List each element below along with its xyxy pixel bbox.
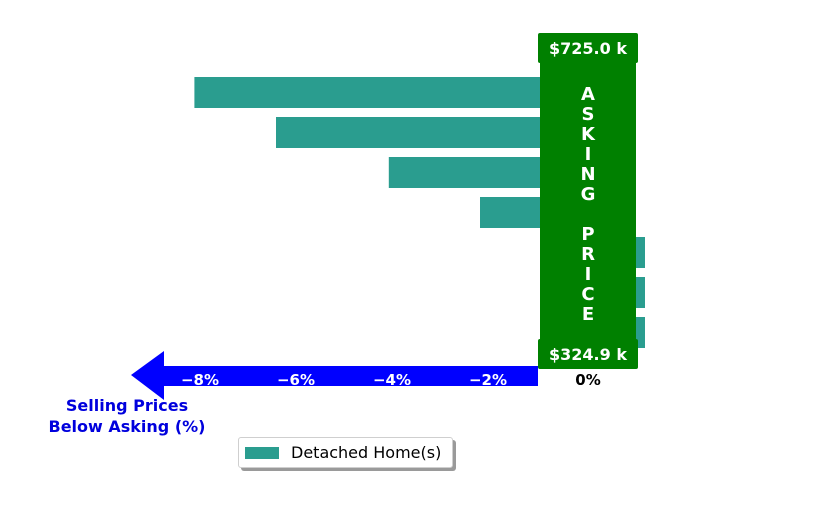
x-tick-label-1: −6% [277,371,315,389]
bottom-price-box [538,339,638,369]
x-axis-label-line-2: Below Asking (%) [49,417,206,436]
band-letter-3: I [585,144,592,165]
band-letter-5: G [581,184,596,205]
x-tick-label-4: 0% [575,371,600,389]
band-letter-9: I [585,264,592,285]
bottom-price-label: $324.9 k [549,345,627,364]
top-price-label: $725.0 k [549,39,627,58]
band-letter-1: S [582,104,595,125]
x-tick-label-0: −8% [181,371,219,389]
band-letter-11: E [582,304,594,325]
bar-1 [194,77,588,108]
band-letter-7: P [581,224,594,245]
asking-price-band [540,60,636,341]
legend-swatch [245,447,279,459]
legend: Detached Home(s) [238,437,453,468]
band-letter-2: K [581,124,596,145]
band-letter-0: A [581,84,595,105]
axis-arrow [131,351,538,400]
top-price-box [538,33,638,63]
tick-labels-group: −8% −6% −4% −2% 0% [181,371,601,389]
axis-arrow-group [131,351,538,400]
band-letter-4: N [580,164,595,185]
bar-2 [276,117,588,148]
band-letter-8: R [581,244,595,265]
band-letter-10: C [581,284,594,305]
legend-label: Detached Home(s) [291,443,442,462]
x-tick-label-2: −4% [373,371,411,389]
x-tick-label-3: −2% [469,371,507,389]
x-axis-label-line-1: Selling Prices [66,396,188,415]
